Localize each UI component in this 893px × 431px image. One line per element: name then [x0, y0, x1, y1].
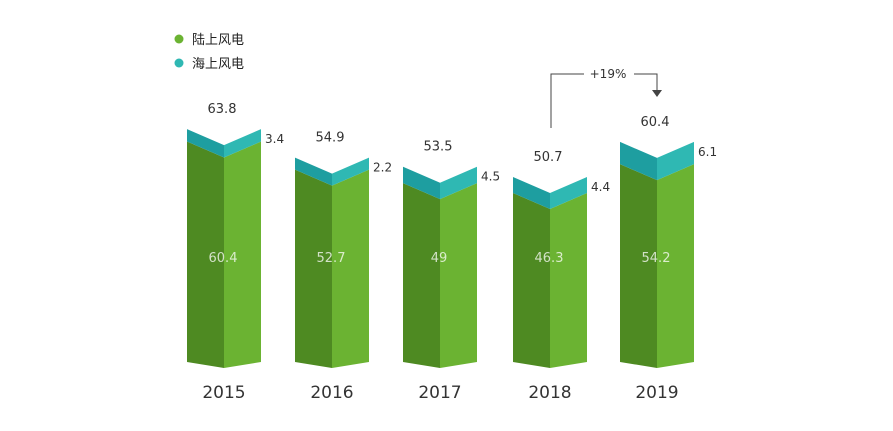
- onshore-bar-left-face-2018: [513, 193, 550, 368]
- onshore-value-label-2016: 52.7: [317, 251, 346, 266]
- growth-annotation: +19%: [550, 67, 662, 128]
- onshore-bar-left-face-2017: [403, 183, 440, 368]
- offshore-value-label-2016: 2.2: [373, 161, 392, 175]
- legend-offshore-marker: [174, 58, 184, 68]
- offshore-bar-right-face-2015: [224, 129, 261, 158]
- bar-2018: 50.7 4.4 46.3 2018: [513, 150, 610, 403]
- total-label-2016: 54.9: [316, 131, 345, 146]
- onshore-bar-right-face-2015: [224, 141, 261, 368]
- total-label-2015: 63.8: [208, 102, 237, 117]
- offshore-bar-left-face-2016: [295, 157, 332, 186]
- year-label-2017: 2017: [418, 383, 461, 403]
- offshore-bar-right-face-2019: [657, 141, 694, 181]
- legend-offshore-label: 海上风电: [192, 57, 244, 72]
- total-label-2018: 50.7: [534, 150, 563, 165]
- offshore-value-label-2015: 3.4: [265, 132, 284, 146]
- legend: 陆上风电 海上风电: [174, 32, 244, 72]
- onshore-bar-left-face-2015: [187, 141, 224, 368]
- onshore-bar-right-face-2016: [332, 169, 369, 368]
- onshore-bar-right-face-2019: [657, 164, 694, 368]
- onshore-value-label-2017: 49: [431, 251, 448, 266]
- onshore-bar-right-face-2017: [440, 183, 477, 368]
- onshore-value-label-2019: 54.2: [642, 251, 671, 266]
- offshore-bar-left-face-2017: [403, 166, 440, 200]
- offshore-bar-left-face-2019: [620, 141, 657, 181]
- bar-2019: 60.4 6.1 54.2 2019: [620, 115, 717, 403]
- onshore-bar-left-face-2019: [620, 164, 657, 368]
- offshore-value-label-2017: 4.5: [481, 170, 500, 184]
- year-label-2015: 2015: [202, 383, 245, 403]
- total-label-2017: 53.5: [424, 140, 453, 155]
- bar-2016: 54.9 2.2 52.7 2016: [295, 131, 392, 403]
- bars-group: 63.8 3.4 60.4 2015 54.9 2.2 52.7 2016 53.5 4.5 49 2…: [187, 102, 717, 403]
- offshore-bar-right-face-2018: [550, 176, 587, 210]
- year-label-2018: 2018: [528, 383, 571, 403]
- offshore-bar-left-face-2018: [513, 176, 550, 210]
- offshore-value-label-2018: 4.4: [591, 180, 610, 194]
- bar-2015: 63.8 3.4 60.4 2015: [187, 102, 284, 403]
- bar-2017: 53.5 4.5 49 2017: [403, 140, 500, 403]
- growth-arrow-head: [652, 90, 662, 97]
- offshore-bar-left-face-2015: [187, 129, 224, 158]
- legend-onshore-marker: [174, 34, 184, 44]
- onshore-bar-right-face-2018: [550, 193, 587, 368]
- growth-annotation-label: +19%: [590, 67, 627, 81]
- onshore-value-label-2015: 60.4: [209, 251, 238, 266]
- offshore-bar-right-face-2016: [332, 157, 369, 186]
- onshore-value-label-2018: 46.3: [535, 251, 564, 266]
- legend-onshore-label: 陆上风电: [192, 32, 244, 48]
- year-label-2019: 2019: [635, 383, 678, 403]
- year-label-2016: 2016: [310, 383, 353, 403]
- growth-arrow-line: [550, 73, 658, 128]
- offshore-bar-right-face-2017: [440, 166, 477, 200]
- onshore-bar-left-face-2016: [295, 169, 332, 368]
- offshore-value-label-2019: 6.1: [698, 145, 717, 159]
- total-label-2019: 60.4: [641, 115, 670, 130]
